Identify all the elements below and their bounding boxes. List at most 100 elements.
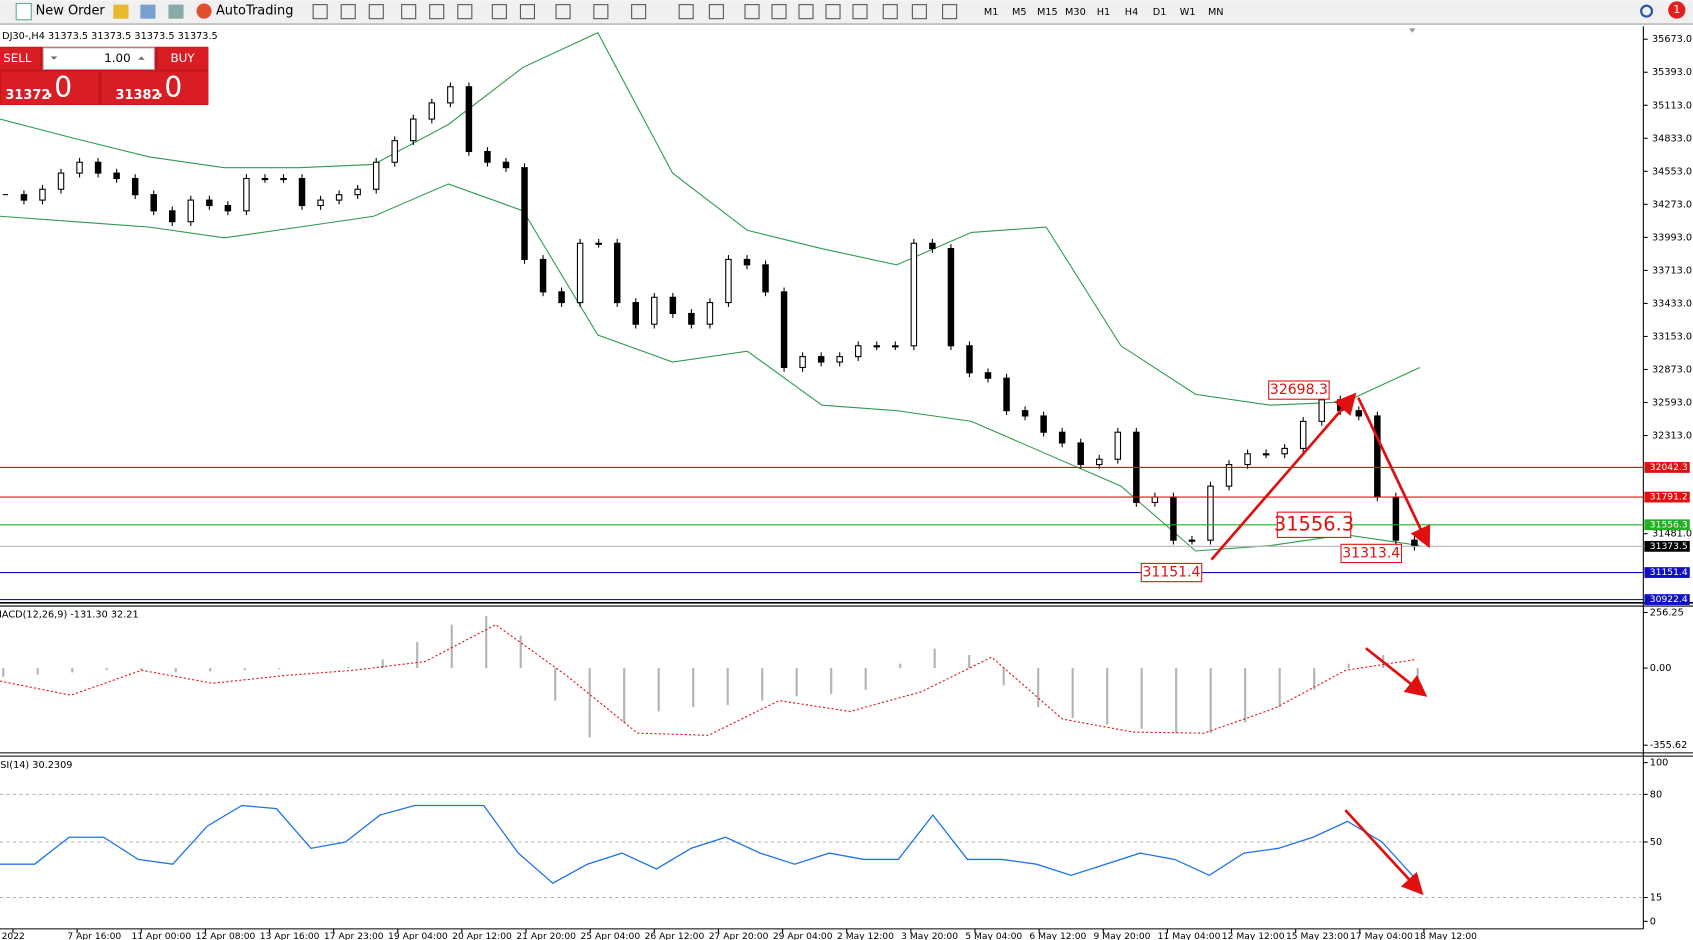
ask-box[interactable]: [101, 71, 209, 104]
lots-input[interactable]: [42, 47, 155, 70]
tool-icon[interactable]: [852, 4, 868, 20]
candle: [1281, 447, 1288, 455]
price-level-label: 31791.2: [1650, 492, 1688, 503]
timeframe-button[interactable]: W1: [1180, 7, 1196, 18]
candle: [613, 242, 621, 304]
tool-icon[interactable]: [744, 4, 760, 20]
annotation: 31151.4: [1143, 565, 1201, 581]
y-tick-label: 34833.0: [1652, 133, 1692, 144]
timeframe-button[interactable]: M15: [1037, 7, 1058, 18]
icon[interactable]: [113, 4, 129, 19]
tool-icon[interactable]: [519, 4, 536, 20]
timeframe-button[interactable]: M5: [1012, 7, 1027, 18]
tool-icon[interactable]: [491, 4, 507, 20]
candle: [243, 177, 250, 212]
candle: [780, 291, 788, 369]
y-tick-label: 0.00: [1650, 663, 1672, 674]
x-tick-label: 5 May 04:00: [965, 931, 1022, 940]
price-level-box: [1644, 491, 1690, 503]
candle: [335, 194, 343, 201]
tool-icon[interactable]: [911, 4, 927, 20]
autotrading-icon[interactable]: [196, 3, 212, 19]
timeframe-button[interactable]: M1: [984, 7, 999, 18]
sell-button[interactable]: [0, 47, 40, 70]
tool-icon[interactable]: [340, 4, 356, 20]
tool-icon[interactable]: [368, 4, 384, 20]
candle: [224, 204, 232, 212]
candle: [873, 345, 881, 348]
icon[interactable]: [140, 4, 156, 19]
tool-icon[interactable]: [798, 4, 814, 20]
new-order-button[interactable]: New Order: [36, 4, 106, 19]
tool-icon[interactable]: [457, 4, 473, 20]
tool-icon[interactable]: [555, 4, 571, 20]
timeframe-button[interactable]: M30: [1065, 7, 1086, 18]
notification-badge[interactable]: [1668, 1, 1686, 19]
timeframe-button[interactable]: D1: [1153, 7, 1167, 18]
sell-label[interactable]: SELL: [3, 51, 32, 65]
candle: [20, 194, 28, 201]
candle: [910, 242, 918, 347]
price-level-label: 31373.5: [1650, 541, 1688, 552]
candle: [669, 296, 677, 314]
timeframe-button[interactable]: MN: [1208, 7, 1224, 18]
candle: [39, 188, 46, 201]
candle: [447, 86, 454, 104]
candle: [1170, 496, 1177, 541]
tool-icon[interactable]: [678, 4, 694, 20]
candle: [1207, 485, 1214, 541]
buy-label[interactable]: BUY: [170, 51, 195, 65]
price-level-box: [1644, 567, 1690, 578]
x-tick-label: 17 Apr 23:00: [324, 931, 384, 940]
candle: [836, 356, 843, 363]
candle: [261, 177, 269, 181]
x-tick-label: 18 May 12:00: [1414, 931, 1477, 940]
x-tick-label: 21 Apr 20:00: [516, 931, 576, 940]
bid-pips: .0: [45, 71, 72, 104]
candle: [317, 199, 324, 207]
shift-marker: [1409, 28, 1416, 33]
bid-box[interactable]: [1, 71, 99, 104]
x-tick-label: 13 Apr 16:00: [260, 931, 320, 940]
spin-up[interactable]: [138, 56, 145, 60]
rsi-panel: RSI(14) 30.2309 100 80 50 15 0 6 Apr 2022 7 Apr…: [0, 758, 1668, 940]
candle: [57, 172, 65, 190]
candle: [465, 86, 473, 153]
y-tick-label: 35393.0: [1652, 67, 1692, 78]
tool-icon[interactable]: [401, 4, 417, 20]
candle: [799, 356, 806, 369]
x-tick-label: 6 Apr 2022: [0, 931, 25, 940]
ask-price: 31382: [116, 88, 161, 103]
tool-icon[interactable]: [593, 4, 609, 20]
icon[interactable]: [168, 4, 184, 19]
spin-down[interactable]: [50, 56, 58, 60]
candle: [131, 177, 139, 196]
candle: [706, 302, 714, 325]
tool-icon[interactable]: [708, 4, 724, 20]
buy-button[interactable]: [157, 47, 209, 70]
tool-icon[interactable]: [942, 4, 958, 20]
arrow: [1365, 647, 1428, 697]
x-tick-label: 20 Apr 12:00: [452, 931, 512, 940]
y-tick-label: 33713.0: [1652, 265, 1692, 276]
tool-icon[interactable]: [631, 4, 647, 20]
tool-icon[interactable]: [771, 4, 787, 20]
timeframe-button[interactable]: H4: [1125, 7, 1138, 18]
tool-icon[interactable]: [312, 4, 328, 20]
candle: [484, 150, 491, 163]
new-order-icon[interactable]: [15, 3, 32, 21]
candle: [1040, 415, 1047, 433]
candle: [187, 199, 195, 223]
timeframe-button[interactable]: H1: [1097, 7, 1110, 18]
tool-icon[interactable]: [882, 4, 898, 20]
candle: [595, 242, 602, 245]
tool-icon[interactable]: [429, 4, 445, 20]
autotrading-button[interactable]: AutoTrading: [216, 4, 294, 19]
candle: [651, 296, 658, 325]
candle: [743, 258, 751, 266]
candle: [372, 161, 380, 190]
search-icon[interactable]: [1640, 4, 1654, 18]
bollinger-band: [0, 32, 1421, 406]
tool-icon[interactable]: [825, 4, 841, 20]
